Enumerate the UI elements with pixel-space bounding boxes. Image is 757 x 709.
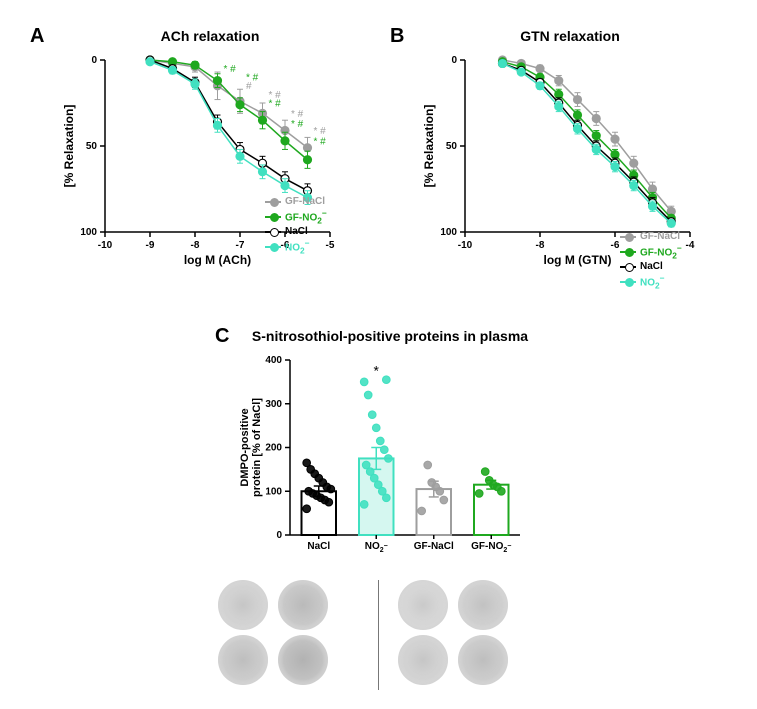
svg-text:DMPO-positive: DMPO-positive (239, 408, 251, 486)
svg-text:100: 100 (440, 227, 457, 238)
panel-C-chart: 0 100 200 300 400 DMPO-positiveprotein [% of … (230, 350, 530, 570)
dot-blot (458, 580, 508, 630)
blot-divider (378, 580, 379, 690)
svg-text:0: 0 (451, 55, 457, 66)
svg-text:* #: * # (224, 64, 237, 75)
svg-text:* #: * # (291, 119, 304, 130)
svg-text:50: 50 (86, 141, 98, 152)
svg-text:[% Relaxation]: [% Relaxation] (62, 105, 76, 188)
svg-text:0: 0 (91, 55, 97, 66)
svg-text:NaCl: NaCl (307, 541, 330, 552)
svg-text:GF-NO2−: GF-NO2− (471, 541, 511, 554)
panel-A-letter: A (30, 25, 44, 48)
svg-text:400: 400 (265, 355, 282, 366)
svg-text:-10: -10 (98, 240, 113, 251)
svg-text:*: * (374, 362, 380, 378)
dot-blot (278, 635, 328, 685)
dot-blot (398, 580, 448, 630)
svg-text:100: 100 (265, 486, 282, 497)
svg-text:-5: -5 (326, 240, 335, 251)
svg-text:protein [% of NaCl]: protein [% of NaCl] (251, 398, 263, 497)
legend-item: GF-NaCl (265, 196, 327, 207)
panel-C-title: S-nitrosothiol-positive proteins in plas… (240, 328, 540, 344)
legend-item: NaCl (620, 261, 682, 272)
svg-text:0: 0 (276, 530, 282, 541)
svg-text:#: # (246, 81, 252, 92)
legend-item: GF-NO2− (265, 208, 327, 225)
svg-text:50: 50 (446, 141, 458, 152)
svg-text:300: 300 (265, 399, 282, 410)
svg-text:-9: -9 (146, 240, 155, 251)
svg-text:-8: -8 (191, 240, 200, 251)
svg-text:NO2−: NO2− (365, 541, 388, 554)
svg-text:log M (ACh): log M (ACh) (184, 253, 251, 267)
svg-text:-4: -4 (686, 240, 695, 251)
legend-item: NO2− (620, 273, 682, 290)
svg-text:* #: * # (269, 98, 282, 109)
legend-item: NaCl (265, 226, 327, 237)
legend-item: GF-NaCl (620, 231, 682, 242)
svg-text:200: 200 (265, 443, 282, 454)
dot-blot (218, 635, 268, 685)
panel-A-title: ACh relaxation (120, 28, 300, 44)
svg-text:-8: -8 (536, 240, 545, 251)
dot-blot (278, 580, 328, 630)
svg-text:[% Relaxation]: [% Relaxation] (422, 105, 436, 188)
svg-text:-10: -10 (458, 240, 473, 251)
legend-item: GF-NO2− (620, 243, 682, 260)
panel-B-letter: B (390, 25, 404, 48)
panel-B-title: GTN relaxation (480, 28, 660, 44)
dot-blot (458, 635, 508, 685)
panel-C-letter: C (215, 325, 229, 348)
panel-B-legend: GF-NaClGF-NO2−NaClNO2− (620, 230, 682, 292)
svg-text:-7: -7 (236, 240, 245, 251)
svg-text:GF-NaCl: GF-NaCl (414, 541, 454, 552)
dot-blot (398, 635, 448, 685)
svg-text:100: 100 (80, 227, 97, 238)
svg-text:log M (GTN): log M (GTN) (544, 253, 612, 267)
panel-A-legend: GF-NaClGF-NO2−NaClNO2− (265, 195, 327, 257)
dot-blot (218, 580, 268, 630)
svg-text:-6: -6 (611, 240, 620, 251)
legend-item: NO2− (265, 238, 327, 255)
svg-text:* #: * # (314, 136, 327, 147)
